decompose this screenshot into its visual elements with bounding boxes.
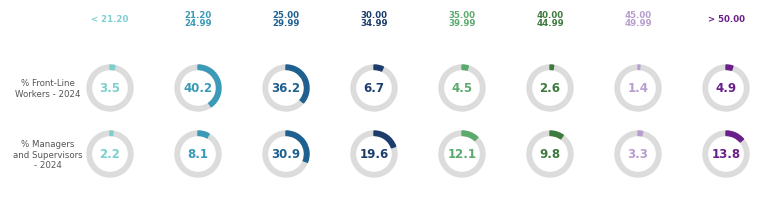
- Text: 30.00: 30.00: [360, 11, 387, 19]
- Wedge shape: [550, 66, 554, 70]
- Text: 19.6: 19.6: [360, 148, 389, 161]
- Text: 9.8: 9.8: [540, 148, 561, 161]
- Text: 1.4: 1.4: [628, 82, 648, 95]
- Wedge shape: [374, 131, 396, 148]
- Text: 40.2: 40.2: [183, 82, 213, 95]
- Text: 36.2: 36.2: [272, 82, 300, 95]
- Text: 29.99: 29.99: [273, 19, 300, 28]
- Text: 8.1: 8.1: [188, 148, 209, 161]
- Text: > 50.00: > 50.00: [708, 14, 745, 23]
- Wedge shape: [462, 131, 478, 141]
- Text: 40.00: 40.00: [537, 11, 564, 19]
- Wedge shape: [638, 131, 643, 136]
- Text: 21.20: 21.20: [184, 11, 212, 19]
- Wedge shape: [198, 66, 221, 107]
- Wedge shape: [550, 131, 564, 139]
- Text: 30.9: 30.9: [272, 148, 300, 161]
- Text: 3.3: 3.3: [628, 148, 648, 161]
- Text: < 21.20: < 21.20: [92, 14, 129, 23]
- Text: 44.99: 44.99: [536, 19, 564, 28]
- Wedge shape: [462, 66, 468, 71]
- Text: 45.00: 45.00: [624, 11, 651, 19]
- Wedge shape: [110, 131, 113, 136]
- Text: 3.5: 3.5: [99, 82, 120, 95]
- Text: 2.2: 2.2: [99, 148, 120, 161]
- Wedge shape: [198, 131, 209, 138]
- Text: 24.99: 24.99: [184, 19, 212, 28]
- Wedge shape: [726, 131, 744, 142]
- Text: 13.8: 13.8: [711, 148, 741, 161]
- Text: 12.1: 12.1: [447, 148, 477, 161]
- Wedge shape: [638, 66, 640, 70]
- Text: 25.00: 25.00: [273, 11, 300, 19]
- Wedge shape: [374, 66, 383, 72]
- Text: 39.99: 39.99: [448, 19, 476, 28]
- Text: 49.99: 49.99: [624, 19, 651, 28]
- Text: 4.5: 4.5: [451, 82, 473, 95]
- Wedge shape: [726, 66, 733, 71]
- Text: 34.99: 34.99: [360, 19, 388, 28]
- Wedge shape: [286, 131, 309, 163]
- Text: 4.9: 4.9: [715, 82, 737, 95]
- Text: % Front-Line
Workers - 2024: % Front-Line Workers - 2024: [15, 79, 81, 98]
- Wedge shape: [286, 66, 309, 103]
- Text: 6.7: 6.7: [363, 82, 384, 95]
- Text: 35.00: 35.00: [448, 11, 476, 19]
- Text: % Managers
and Supervisors
- 2024: % Managers and Supervisors - 2024: [13, 139, 83, 169]
- Text: 2.6: 2.6: [540, 82, 561, 95]
- Wedge shape: [110, 66, 115, 71]
